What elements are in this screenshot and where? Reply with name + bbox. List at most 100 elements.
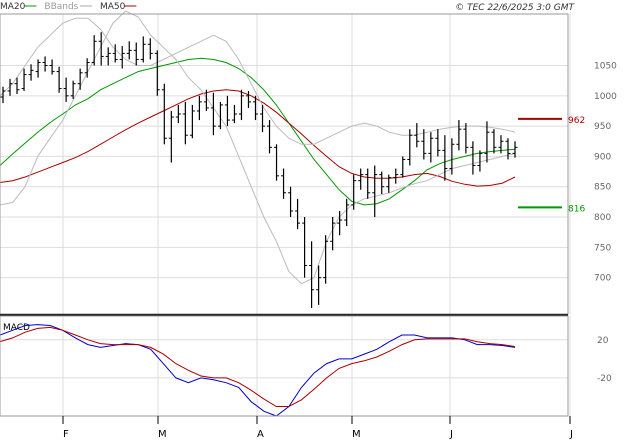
x-tick-label-0: F	[63, 429, 69, 440]
header: MA20 BBands MA50 © TEC 22/6/2025 3:0 GMT	[0, 2, 576, 13]
copyright-text: © TEC 22/6/2025 3:0 GMT	[455, 3, 575, 13]
price-bar-2	[14, 77, 20, 94]
series-line-ma50-1	[0, 89, 516, 187]
price-bar-27	[189, 104, 195, 139]
level-marker-label-0: 962	[568, 116, 585, 126]
price-bar-57	[400, 156, 406, 178]
x-tick-label-2: A	[257, 429, 264, 440]
price-bar-69	[484, 121, 490, 163]
price-bar-62	[435, 129, 441, 157]
macd-series-line-signal	[0, 326, 516, 407]
price-bar-31	[217, 101, 223, 130]
legend: MA20 BBands MA50	[0, 2, 137, 12]
price-markers: 962 816	[518, 116, 585, 214]
legend-label-1: BBands	[44, 2, 78, 12]
price-bar-40	[281, 168, 287, 199]
price-bar-19	[133, 42, 139, 66]
price-bar-26	[182, 101, 188, 145]
macd-y-axis: 20 -20	[597, 336, 612, 384]
price-bar-13	[91, 35, 97, 66]
price-bar-70	[491, 129, 497, 154]
price-bar-25	[175, 104, 181, 124]
price-bar-45	[316, 265, 322, 305]
price-bar-72	[505, 138, 511, 160]
price-bar-20	[140, 36, 146, 63]
price-bar-50	[351, 174, 357, 210]
price-bar-41	[288, 186, 294, 218]
price-bar-68	[477, 150, 483, 172]
price-bar-42	[295, 198, 301, 230]
main-y-tick-3: 850	[594, 183, 611, 193]
price-bar-49	[344, 198, 350, 227]
series-line-bbands-2	[0, 10, 516, 285]
price-bar-34	[238, 89, 244, 121]
price-bar-3	[21, 68, 27, 91]
price-bar-56	[393, 168, 399, 184]
price-bar-52	[365, 168, 371, 199]
price-bar-28	[196, 95, 202, 121]
macd-title: MACD	[3, 323, 30, 333]
price-bar-8	[56, 66, 62, 93]
x-tick-label-4: J	[449, 429, 453, 440]
price-bar-58	[407, 129, 413, 166]
price-bar-38	[267, 120, 273, 154]
series-line-bbands-3	[0, 17, 516, 145]
price-bar-60	[421, 129, 427, 160]
x-tick-label-1: M	[158, 429, 167, 440]
main-plot-frame	[0, 13, 569, 315]
price-bar-17	[119, 46, 125, 69]
price-bar-65	[456, 120, 462, 151]
main-y-tick-1: 750	[594, 243, 611, 253]
main-series	[0, 10, 516, 285]
price-bar-64	[449, 138, 455, 175]
price-bar-54	[379, 171, 385, 194]
price-bar-43	[302, 217, 308, 278]
main-y-tick-7: 1050	[594, 62, 617, 72]
price-bar-21	[147, 38, 153, 60]
macd-y-tick-1: -20	[597, 374, 612, 384]
macd-series	[0, 324, 516, 417]
macd-y-tick-0: 20	[597, 336, 609, 346]
legend-label-0: MA20	[0, 2, 26, 12]
series-line-ma20-0	[0, 57, 516, 206]
main-grid	[0, 14, 571, 314]
price-bar-46	[323, 235, 329, 284]
price-bar-33	[231, 104, 237, 124]
main-y-axis: 700 750 800 850 900 950 1000 1050	[594, 62, 617, 284]
macd-series-line-macd	[0, 324, 516, 417]
price-bar-7	[49, 59, 55, 75]
price-bar-23	[161, 83, 167, 145]
price-bar-10	[70, 80, 76, 99]
x-tick-label-5: J	[569, 429, 573, 440]
price-bar-44	[309, 241, 315, 308]
level-marker-label-1: 816	[568, 204, 585, 214]
price-bar-51	[358, 168, 364, 190]
price-bar-30	[210, 92, 216, 136]
price-bar-6	[42, 56, 48, 72]
price-bar-11	[77, 68, 83, 90]
price-bar-29	[203, 89, 209, 111]
price-bar-0	[0, 86, 6, 104]
price-bar-55	[386, 174, 392, 193]
price-bar-39	[274, 144, 280, 181]
price-bar-1	[7, 78, 13, 96]
price-bar-48	[337, 210, 343, 236]
price-bar-16	[112, 44, 118, 63]
macd-plot-frame	[0, 315, 569, 417]
price-bar-61	[428, 132, 434, 163]
price-bars	[0, 32, 518, 308]
price-bar-4	[28, 64, 34, 81]
price-bar-9	[63, 77, 69, 102]
macd-grid	[0, 316, 571, 416]
price-bar-5	[35, 59, 41, 78]
price-bar-14	[98, 32, 104, 66]
price-bar-71	[498, 135, 504, 154]
price-bar-66	[463, 123, 469, 154]
main-y-tick-4: 900	[594, 152, 611, 162]
x-tick-label-3: M	[352, 429, 361, 440]
price-bar-53	[372, 165, 378, 218]
price-bar-35	[245, 90, 251, 108]
price-bar-67	[470, 141, 476, 175]
main-y-tick-0: 700	[594, 274, 611, 284]
